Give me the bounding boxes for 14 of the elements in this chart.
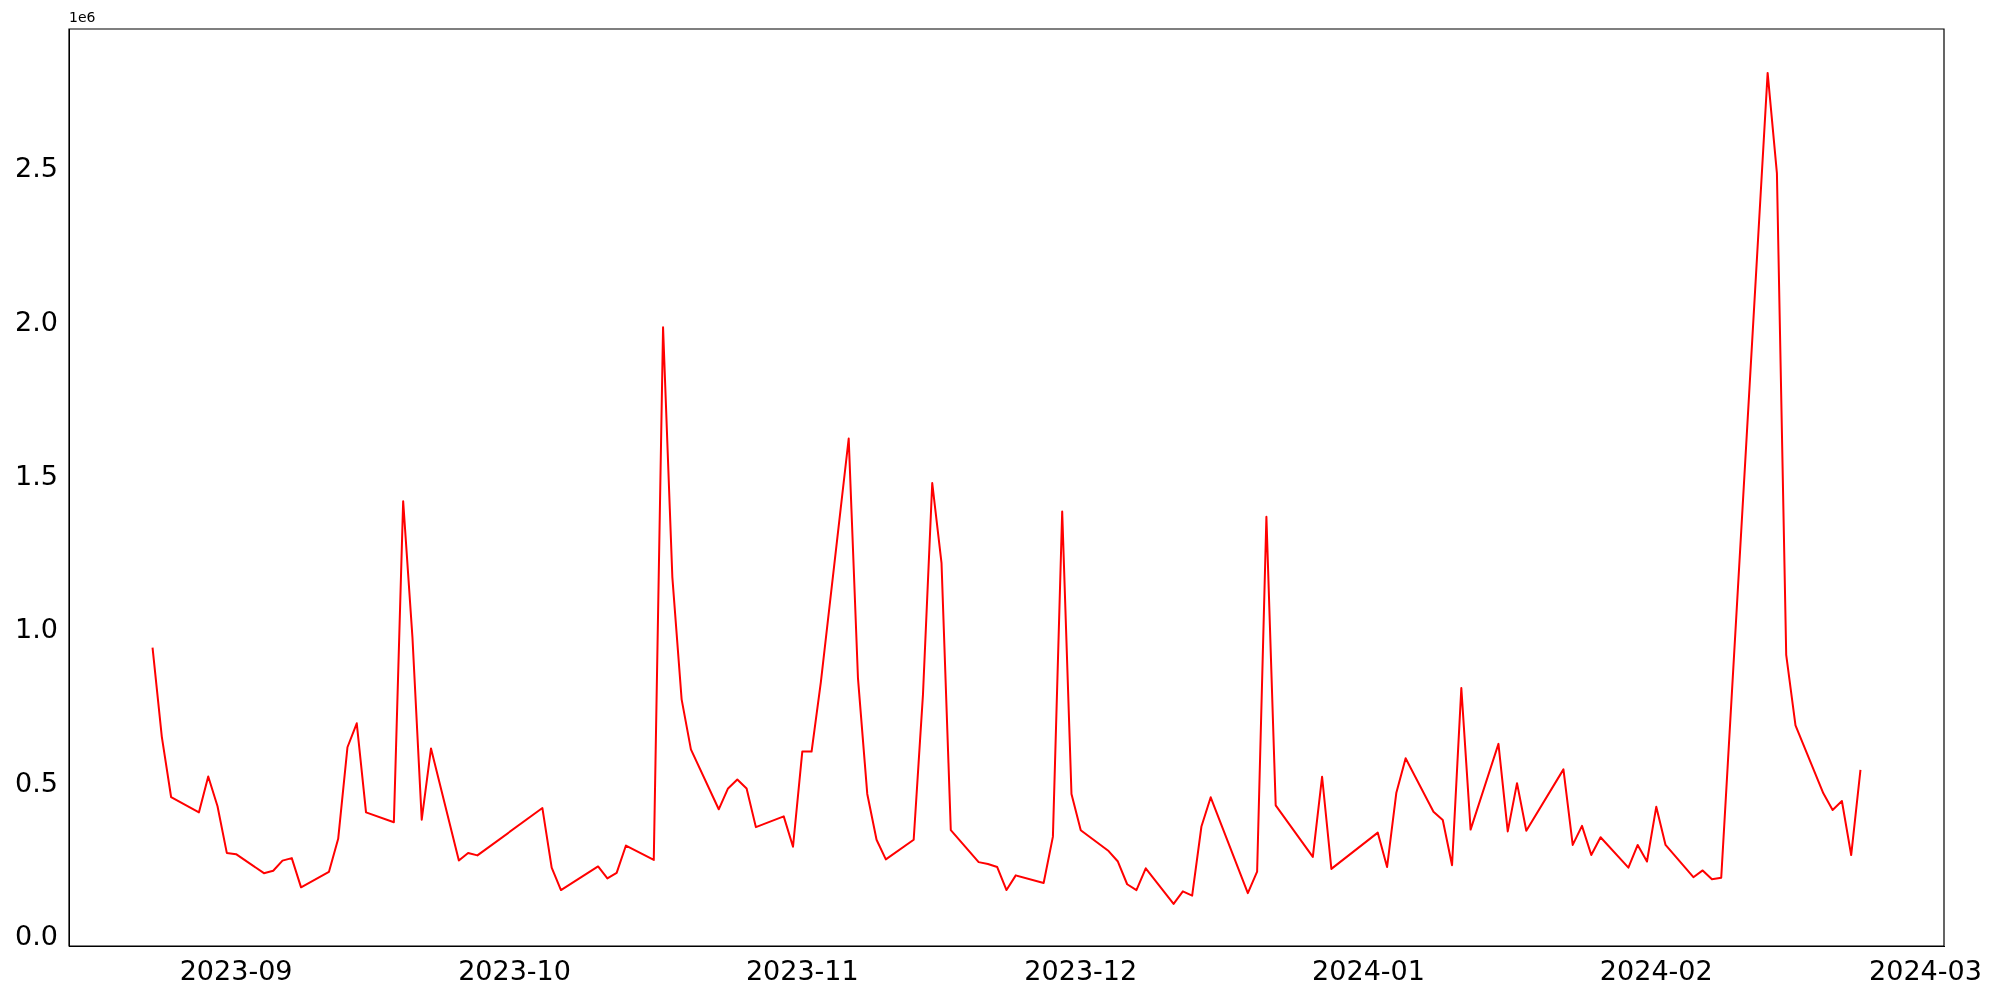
x-tick-label: 2023-10	[458, 955, 571, 987]
y-tick-label: 0.0	[15, 920, 58, 952]
y-tick-label: 2.0	[15, 305, 58, 337]
x-tick-label: 2024-02	[1599, 955, 1713, 987]
text: 1e6	[69, 8, 96, 25]
y-tick-label: 1.5	[15, 459, 58, 491]
y-tick-label: 1.0	[15, 613, 58, 645]
x-tick-label: 2023-11	[745, 955, 859, 987]
y-tick-label: 0.5	[15, 766, 58, 798]
x-tick-label: 2023-12	[1024, 955, 1138, 987]
x-tick-label: 2023-09	[179, 955, 293, 987]
x-tick-label: 2024-03	[1869, 955, 1982, 987]
x-tick-label: 2024-01	[1312, 955, 1425, 987]
y-tick-label: 2.5	[15, 152, 58, 184]
